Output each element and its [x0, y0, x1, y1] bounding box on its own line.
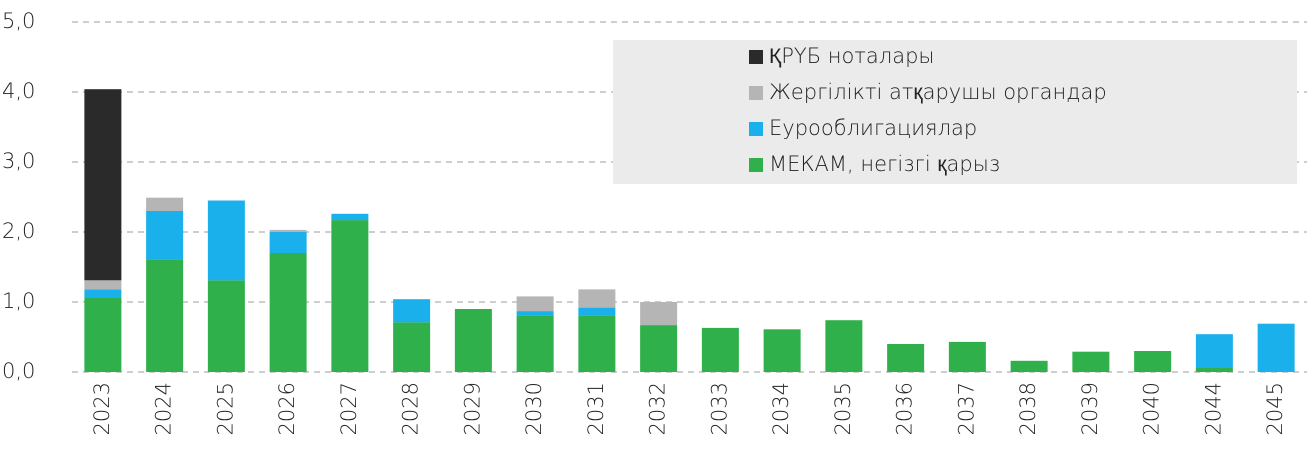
x-tick-label: 2029: [460, 382, 484, 435]
x-tick-label: 2044: [1201, 382, 1225, 435]
x-tick-label: 2039: [1078, 382, 1102, 435]
bar-segment: [1195, 334, 1233, 368]
x-tick-label: 2036: [893, 382, 917, 435]
bar-segment: [763, 329, 801, 372]
x-tick-label: 2025: [213, 382, 237, 435]
bar-segment: [825, 320, 863, 372]
legend-swatch: [749, 158, 763, 172]
bar-segment: [578, 307, 616, 316]
legend-swatch: [749, 122, 763, 136]
legend-label: ҚРҮБ ноталары: [769, 44, 934, 68]
bar-segment: [393, 299, 431, 323]
x-tick-label: 2028: [399, 382, 423, 435]
x-tick-label: 2024: [152, 382, 176, 435]
legend-swatch: [749, 50, 763, 64]
x-tick-label: 2033: [707, 382, 731, 435]
x-tick-label: 2023: [90, 382, 114, 435]
bar-segment: [1195, 367, 1233, 372]
x-tick-label: 2045: [1263, 382, 1287, 435]
x-tick-label: 2032: [646, 382, 670, 435]
bar-segment: [1257, 323, 1295, 372]
x-tick-label: 2040: [1140, 382, 1164, 435]
bar-segment: [84, 297, 122, 372]
y-tick-label: 4,0: [2, 79, 35, 103]
legend-box: [613, 40, 1297, 184]
bar-segment: [1072, 351, 1110, 372]
legend-label: Жергілікті атқарушы органдар: [769, 80, 1107, 104]
y-tick-label: 3,0: [2, 149, 35, 173]
y-tick-label: 1,0: [2, 289, 35, 313]
bar-segment: [331, 213, 369, 221]
bar-segment: [84, 280, 122, 290]
x-tick-label: 2038: [1016, 382, 1040, 435]
bar-segment: [887, 344, 925, 372]
bar-segment: [146, 197, 184, 211]
bar-segment: [146, 211, 184, 260]
x-tick-label: 2034: [769, 382, 793, 435]
y-tick-label: 5,0: [2, 9, 35, 33]
legend-label: МЕКАМ, негізгі қарыз: [769, 152, 1000, 176]
bar-segment: [331, 220, 369, 372]
bar-segment: [948, 341, 986, 372]
legend-label: Еурооблигациялар: [769, 116, 977, 140]
x-tick-label: 2026: [275, 382, 299, 435]
bar-segment: [1134, 351, 1172, 372]
bar-segment: [516, 315, 554, 372]
bar-segment: [269, 229, 307, 232]
x-tick-label: 2027: [337, 382, 361, 435]
bar-segment: [516, 311, 554, 316]
bar-segment: [146, 259, 184, 372]
x-tick-label: 2030: [522, 382, 546, 435]
bar-segment: [84, 89, 122, 281]
y-tick-label: 0,0: [2, 359, 35, 383]
bar-segment: [640, 302, 678, 326]
bar-segment: [1010, 360, 1048, 372]
bar-segment: [516, 296, 554, 312]
bar-segment: [84, 289, 122, 298]
bar-segment: [578, 315, 616, 372]
x-tick-label: 2035: [831, 382, 855, 435]
bar-segment: [578, 289, 616, 308]
x-tick-label: 2031: [584, 382, 608, 435]
bar-segment: [393, 322, 431, 372]
bar-segment: [269, 232, 307, 253]
bar-segment: [454, 309, 492, 372]
y-tick-label: 2,0: [2, 219, 35, 243]
bar-segment: [640, 325, 678, 372]
bar-segment: [269, 253, 307, 372]
bar-segment: [207, 280, 245, 372]
x-tick-label: 2037: [954, 382, 978, 435]
legend-swatch: [749, 86, 763, 100]
bar-segment: [207, 200, 245, 281]
bar-segment: [701, 327, 739, 372]
